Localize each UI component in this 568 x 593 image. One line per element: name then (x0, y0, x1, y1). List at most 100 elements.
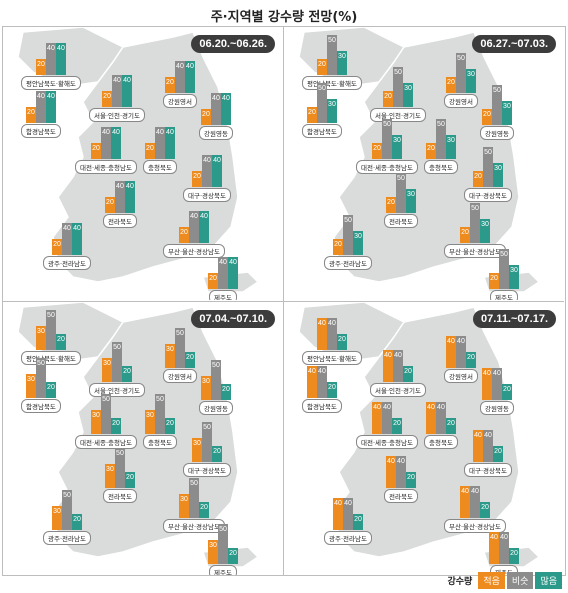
bar-high: 40 (198, 211, 209, 243)
region-label: 부산·울산·경상남도 (444, 519, 506, 533)
bar-normal: 50 (393, 67, 403, 107)
region-forecast: 40 40 20 대구·경상북도 (464, 422, 512, 477)
region-label: 전라북도 (384, 214, 418, 228)
bar-normal: 50 (112, 342, 122, 382)
region-forecast: 20 50 30 광주·전라남도 (324, 215, 372, 270)
region-label: 강원영서 (163, 369, 197, 383)
region-forecast: 40 40 20 충청북도 (424, 394, 458, 449)
bar-low: 40 (472, 430, 483, 462)
bar-normal: 50 (395, 173, 406, 213)
bar-normal: 50 (469, 203, 480, 243)
region-forecast: 404020제주도 (489, 524, 519, 575)
bar-high: 30 (336, 51, 347, 75)
forecast-panel: 06.27.~07.03. 20 50 30 평안남북도·황해도 20 50 30 함경남북도 2… (284, 27, 564, 300)
region-label: 제주도 (490, 290, 518, 300)
region-forecast: 20 50 30 평안남북도·황해도 (302, 35, 362, 90)
region-label: 함경남북도 (302, 399, 342, 413)
bar-high: 20 (352, 514, 363, 530)
region-forecast: 20 50 30 강원영서 (444, 53, 478, 108)
bar-high: 20 (164, 418, 175, 434)
bar-low: 20 (102, 91, 112, 107)
region-label: 충청북도 (143, 435, 177, 449)
bar-normal: 40 (35, 91, 46, 123)
bar-low: 20 (459, 227, 470, 243)
bar-normal: 40 (326, 318, 337, 350)
region-forecast: 20 40 40 강원영서 (163, 53, 197, 108)
bar-low: 30 (208, 540, 218, 564)
bar-high: 20 (228, 548, 238, 564)
bar-low: 30 (200, 376, 211, 400)
region-label: 함경남북도 (21, 399, 61, 413)
bar-low: 40 (332, 498, 343, 530)
region-forecast: 20 50 30 대구·경상북도 (464, 147, 512, 202)
bar-high: 40 (220, 93, 231, 125)
bar-normal: 50 (45, 310, 56, 350)
bar-low: 20 (164, 77, 175, 93)
bar-low: 30 (102, 358, 112, 382)
region-forecast: 30 50 20 대전·세종·충청남도 (75, 394, 137, 449)
bar-high: 40 (71, 223, 82, 255)
bar-high: 20 (326, 382, 337, 398)
bar-high: 30 (403, 83, 413, 107)
bar-normal: 40 (218, 257, 228, 289)
region-forecast: 40 40 20 함경남북도 (302, 358, 342, 413)
date-range-badge: 06.20.~06.26. (191, 35, 275, 53)
bar-high: 20 (211, 446, 222, 462)
region-label: 서울·인천·경기도 (370, 383, 426, 397)
bar-low: 40 (445, 336, 456, 368)
legend-item-low: 적음 (478, 572, 505, 589)
bar-normal: 40 (316, 366, 327, 398)
bar-low: 30 (191, 438, 202, 462)
forecast-panel: 06.20.~06.26. 20 40 40 평안남북도·황해도 20 40 40 함경남북도 2… (3, 27, 283, 300)
bar-normal: 50 (482, 147, 493, 187)
bar-high: 20 (71, 514, 82, 530)
bar-high: 20 (403, 366, 413, 382)
bar-normal: 50 (491, 85, 502, 125)
region-forecast: 30 50 20 제주도 (208, 524, 238, 575)
bar-low: 40 (459, 486, 470, 518)
region-label: 대전·세종·충청남도 (75, 160, 137, 174)
bar-high: 20 (479, 502, 490, 518)
region-label: 전라북도 (103, 214, 137, 228)
bar-normal: 40 (188, 211, 199, 243)
bar-low: 20 (178, 227, 189, 243)
bar-normal: 50 (499, 249, 509, 289)
bar-normal: 40 (395, 456, 406, 488)
bar-normal: 40 (393, 350, 403, 382)
bar-low: 40 (481, 368, 492, 400)
bar-low: 40 (306, 366, 317, 398)
bar-high: 20 (336, 334, 347, 350)
bar-low: 30 (35, 326, 46, 350)
bar-high: 20 (124, 472, 135, 488)
region-forecast: 20 40 40 광주·전라남도 (43, 215, 91, 270)
region-label: 대전·세종·충청남도 (356, 435, 418, 449)
bar-normal: 50 (381, 119, 392, 159)
bar-high: 30 (509, 265, 519, 289)
bar-normal: 50 (154, 394, 165, 434)
region-label: 광주·전라남도 (324, 256, 372, 270)
bar-high: 40 (184, 61, 195, 93)
region-label: 광주·전라남도 (324, 531, 372, 545)
region-forecast: 20 40 40 함경남북도 (21, 83, 61, 138)
region-label: 서울·인천·경기도 (370, 108, 426, 122)
bar-low: 30 (90, 410, 101, 434)
bar-normal: 50 (61, 490, 72, 530)
bar-normal: 40 (499, 532, 509, 564)
region-label: 평안남북도·황해도 (302, 351, 362, 365)
bar-low: 30 (164, 344, 175, 368)
region-label: 부산·울산·경상남도 (163, 519, 225, 533)
region-forecast: 40 40 20 대전·세종·충청남도 (356, 394, 418, 449)
region-forecast: 40 40 20 평안남북도·황해도 (302, 310, 362, 365)
bar-low: 30 (178, 494, 189, 518)
region-forecast: 20 40 40 대전·세종·충청남도 (75, 119, 137, 174)
region-forecast: 20 50 30 강원영동 (480, 85, 514, 140)
region-forecast: 30 50 20 충청북도 (143, 394, 177, 449)
bar-normal: 50 (114, 448, 125, 488)
legend-item-normal: 비슷 (506, 572, 534, 589)
bar-low: 40 (383, 350, 393, 382)
bar-high: 30 (326, 99, 337, 123)
region-label: 강원영동 (480, 126, 514, 140)
bar-low: 20 (191, 171, 202, 187)
region-forecast: 40 40 20 부산·울산·경상남도 (444, 478, 506, 533)
bar-normal: 50 (326, 35, 337, 75)
